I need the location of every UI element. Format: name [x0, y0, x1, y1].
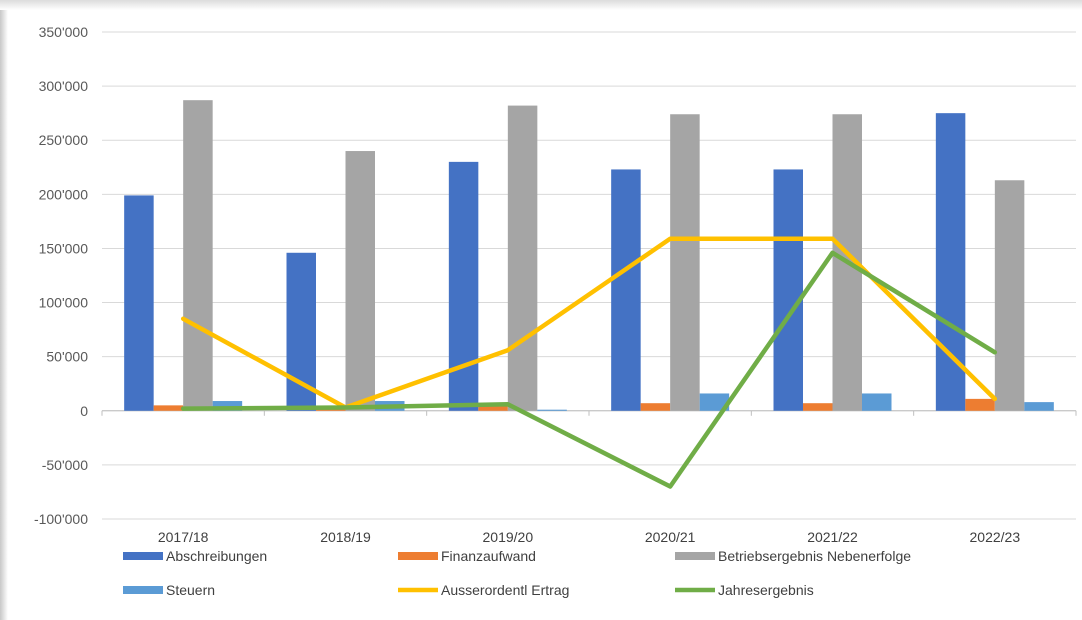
bar	[640, 403, 671, 411]
legend-label: Ausserordentl Ertrag	[441, 582, 569, 598]
bar	[124, 195, 154, 411]
x-tick-label: 2019/20	[483, 529, 534, 545]
x-tick-label: 2018/19	[320, 529, 371, 545]
bar	[507, 105, 538, 411]
y-tick-label: 300'000	[39, 78, 89, 94]
legend-swatch	[398, 552, 438, 560]
y-tick-label: 250'000	[39, 132, 89, 148]
legend-label: Betriebsergebnis Nebenerfolge	[718, 548, 911, 564]
bar	[537, 409, 567, 411]
legend-swatch	[123, 552, 163, 560]
bar	[699, 393, 730, 411]
y-tick-label: 350'000	[39, 24, 89, 40]
y-tick-label: 150'000	[39, 240, 89, 256]
y-tick-label: -50'000	[42, 457, 88, 473]
bar	[212, 401, 243, 411]
legend-swatch	[123, 586, 163, 594]
bar	[670, 114, 700, 411]
bar	[153, 405, 184, 411]
legend-label: Jahresergebnis	[718, 582, 814, 598]
legend-label: Finanzaufwand	[441, 548, 536, 564]
legend-label: Steuern	[166, 582, 215, 598]
frame-shadow-left	[0, 0, 8, 620]
x-tick-label: 2021/22	[807, 529, 858, 545]
y-tick-label: 200'000	[39, 186, 89, 202]
frame-shadow-top	[0, 0, 1082, 10]
series-line	[180, 236, 998, 410]
y-tick-label: 0	[80, 403, 88, 419]
bar	[448, 161, 479, 411]
series-line	[180, 250, 998, 489]
bar	[611, 169, 641, 411]
bar	[1024, 402, 1054, 411]
bar	[994, 180, 1025, 411]
bar	[478, 406, 508, 411]
x-tick-label: 2017/18	[158, 529, 209, 545]
x-tick-label: 2022/23	[970, 529, 1021, 545]
bar	[862, 393, 892, 411]
legend-label: Abschreibungen	[166, 548, 267, 564]
y-tick-label: -100'000	[34, 511, 88, 527]
bar	[773, 169, 803, 411]
bar	[803, 403, 833, 411]
bar	[345, 151, 375, 411]
x-tick-label: 2020/21	[645, 529, 696, 545]
y-tick-label: 100'000	[39, 295, 89, 311]
bar	[935, 113, 966, 411]
y-tick-label: 50'000	[46, 349, 88, 365]
bar	[965, 398, 995, 411]
bar	[183, 100, 213, 411]
legend-swatch	[675, 552, 715, 560]
